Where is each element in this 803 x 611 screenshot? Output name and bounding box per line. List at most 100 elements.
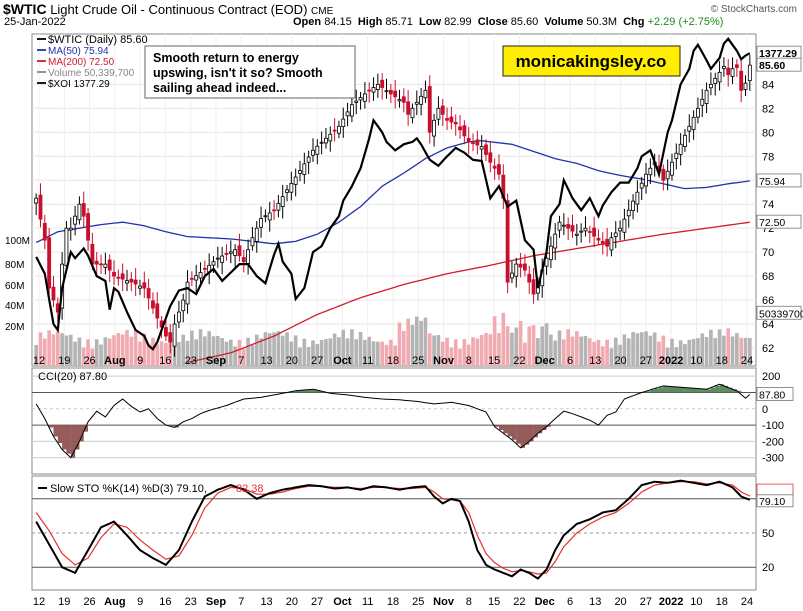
candle-body bbox=[622, 218, 627, 233]
volume-bar bbox=[216, 335, 220, 366]
candle-body bbox=[146, 288, 151, 299]
candle-body bbox=[345, 111, 350, 117]
candle-body bbox=[708, 83, 713, 89]
candle-body bbox=[432, 119, 437, 137]
candle-body bbox=[215, 257, 220, 260]
volume-bar bbox=[423, 317, 428, 366]
candle-body bbox=[510, 272, 514, 279]
sto-tick-label: 20 bbox=[762, 562, 774, 574]
candle-body bbox=[250, 237, 255, 247]
candle-body bbox=[696, 107, 700, 118]
volume-bar bbox=[691, 338, 696, 366]
exchange: CME bbox=[311, 6, 334, 17]
candle-body bbox=[384, 90, 389, 93]
candle-body bbox=[566, 224, 571, 229]
candle-body bbox=[670, 161, 674, 176]
candle-body bbox=[592, 227, 597, 237]
value-tag-text: 1377.29 bbox=[759, 48, 797, 60]
x-tick-label: 22 bbox=[513, 355, 525, 367]
value-tag-box bbox=[756, 57, 802, 72]
candle-body bbox=[220, 255, 225, 263]
volume-bar bbox=[549, 334, 553, 366]
high-label: High bbox=[357, 16, 383, 28]
candle-body bbox=[164, 327, 168, 337]
bottom-x-tick-label: 25 bbox=[412, 596, 424, 608]
cci-value-tag bbox=[756, 387, 794, 401]
volume-bar bbox=[497, 333, 501, 366]
date: 25-Jan-2022 bbox=[4, 16, 66, 28]
legend-entry: MA(50) 75.94 bbox=[48, 46, 109, 57]
volume-bar bbox=[527, 326, 532, 366]
volume-bar bbox=[618, 344, 622, 366]
volume-bar bbox=[432, 335, 436, 366]
volume-bar bbox=[531, 325, 536, 366]
candle-body bbox=[691, 116, 696, 130]
candle-body bbox=[332, 129, 337, 132]
comment-line: Smooth return to energy bbox=[153, 51, 299, 65]
volume-bar bbox=[652, 332, 657, 366]
volume-bar bbox=[177, 342, 181, 366]
value-tag: 50339700 bbox=[756, 305, 803, 320]
candle-body bbox=[475, 139, 480, 146]
legend-entry: MA(200) 72.50 bbox=[48, 57, 115, 68]
volume-bar bbox=[717, 329, 722, 366]
legend-entry: $XOI 1377.29 bbox=[48, 79, 110, 90]
candle-body bbox=[337, 125, 341, 134]
bottom-x-tick-label: 24 bbox=[741, 596, 753, 608]
x-tick-label: 11 bbox=[362, 355, 373, 367]
volume-bar bbox=[220, 337, 224, 366]
x-tick-label: 20 bbox=[614, 355, 626, 367]
bottom-x-tick-label: 7 bbox=[238, 596, 244, 608]
cci-panel-frame bbox=[31, 367, 757, 475]
volume-bar bbox=[112, 335, 116, 366]
candle-body bbox=[609, 237, 614, 251]
volume-bar bbox=[250, 344, 255, 366]
bottom-x-tick-label: 22 bbox=[513, 596, 525, 608]
bottom-x-tick-label: 18 bbox=[716, 596, 728, 608]
volume-bar bbox=[151, 337, 155, 366]
high-value: 85.71 bbox=[385, 16, 413, 28]
watermark-bg bbox=[502, 45, 681, 77]
volume-bar bbox=[190, 330, 194, 366]
candle-body bbox=[579, 230, 584, 233]
candle-body bbox=[548, 245, 553, 261]
volume-bar bbox=[484, 333, 488, 366]
sto-k-value-tag bbox=[756, 494, 794, 508]
volume-bar bbox=[609, 348, 614, 366]
cci-tick-label: 200 bbox=[762, 371, 780, 383]
volume-bar bbox=[159, 341, 164, 366]
volume-bar bbox=[73, 341, 77, 366]
volume-bar bbox=[86, 339, 90, 366]
candle-body bbox=[497, 164, 501, 175]
candle-body bbox=[51, 286, 56, 301]
volume-bar bbox=[414, 316, 419, 366]
volume-bar bbox=[38, 332, 43, 366]
value-tag-box bbox=[756, 214, 802, 229]
watermark: monicakingsley.co bbox=[502, 45, 681, 77]
candle-body bbox=[259, 218, 263, 228]
volume-bar bbox=[267, 333, 272, 366]
volume-bar bbox=[94, 339, 99, 366]
candle-body bbox=[289, 183, 294, 193]
candle-body bbox=[311, 149, 315, 156]
candle-body bbox=[176, 311, 181, 323]
volume-tick-label: 40M bbox=[5, 301, 24, 312]
candle-body bbox=[42, 222, 47, 241]
volume-bar bbox=[536, 337, 540, 366]
candle-body bbox=[717, 71, 722, 83]
ma200-line bbox=[187, 221, 750, 364]
bottom-x-tick-label: 20 bbox=[614, 596, 626, 608]
volume-bar bbox=[185, 340, 190, 366]
candle-body bbox=[406, 101, 411, 115]
sto-k-value-text: 79.10 bbox=[759, 496, 785, 508]
candle-body bbox=[484, 144, 488, 155]
candle-body bbox=[194, 275, 199, 281]
volume-bar bbox=[367, 336, 372, 366]
volume-bar bbox=[55, 331, 60, 366]
volume-bar bbox=[410, 324, 415, 366]
legend-entry: Volume 50,339,700 bbox=[48, 68, 135, 79]
volume-bar bbox=[42, 338, 47, 366]
volume-tick-label: 100M bbox=[5, 236, 30, 247]
volume-bar bbox=[203, 336, 207, 366]
